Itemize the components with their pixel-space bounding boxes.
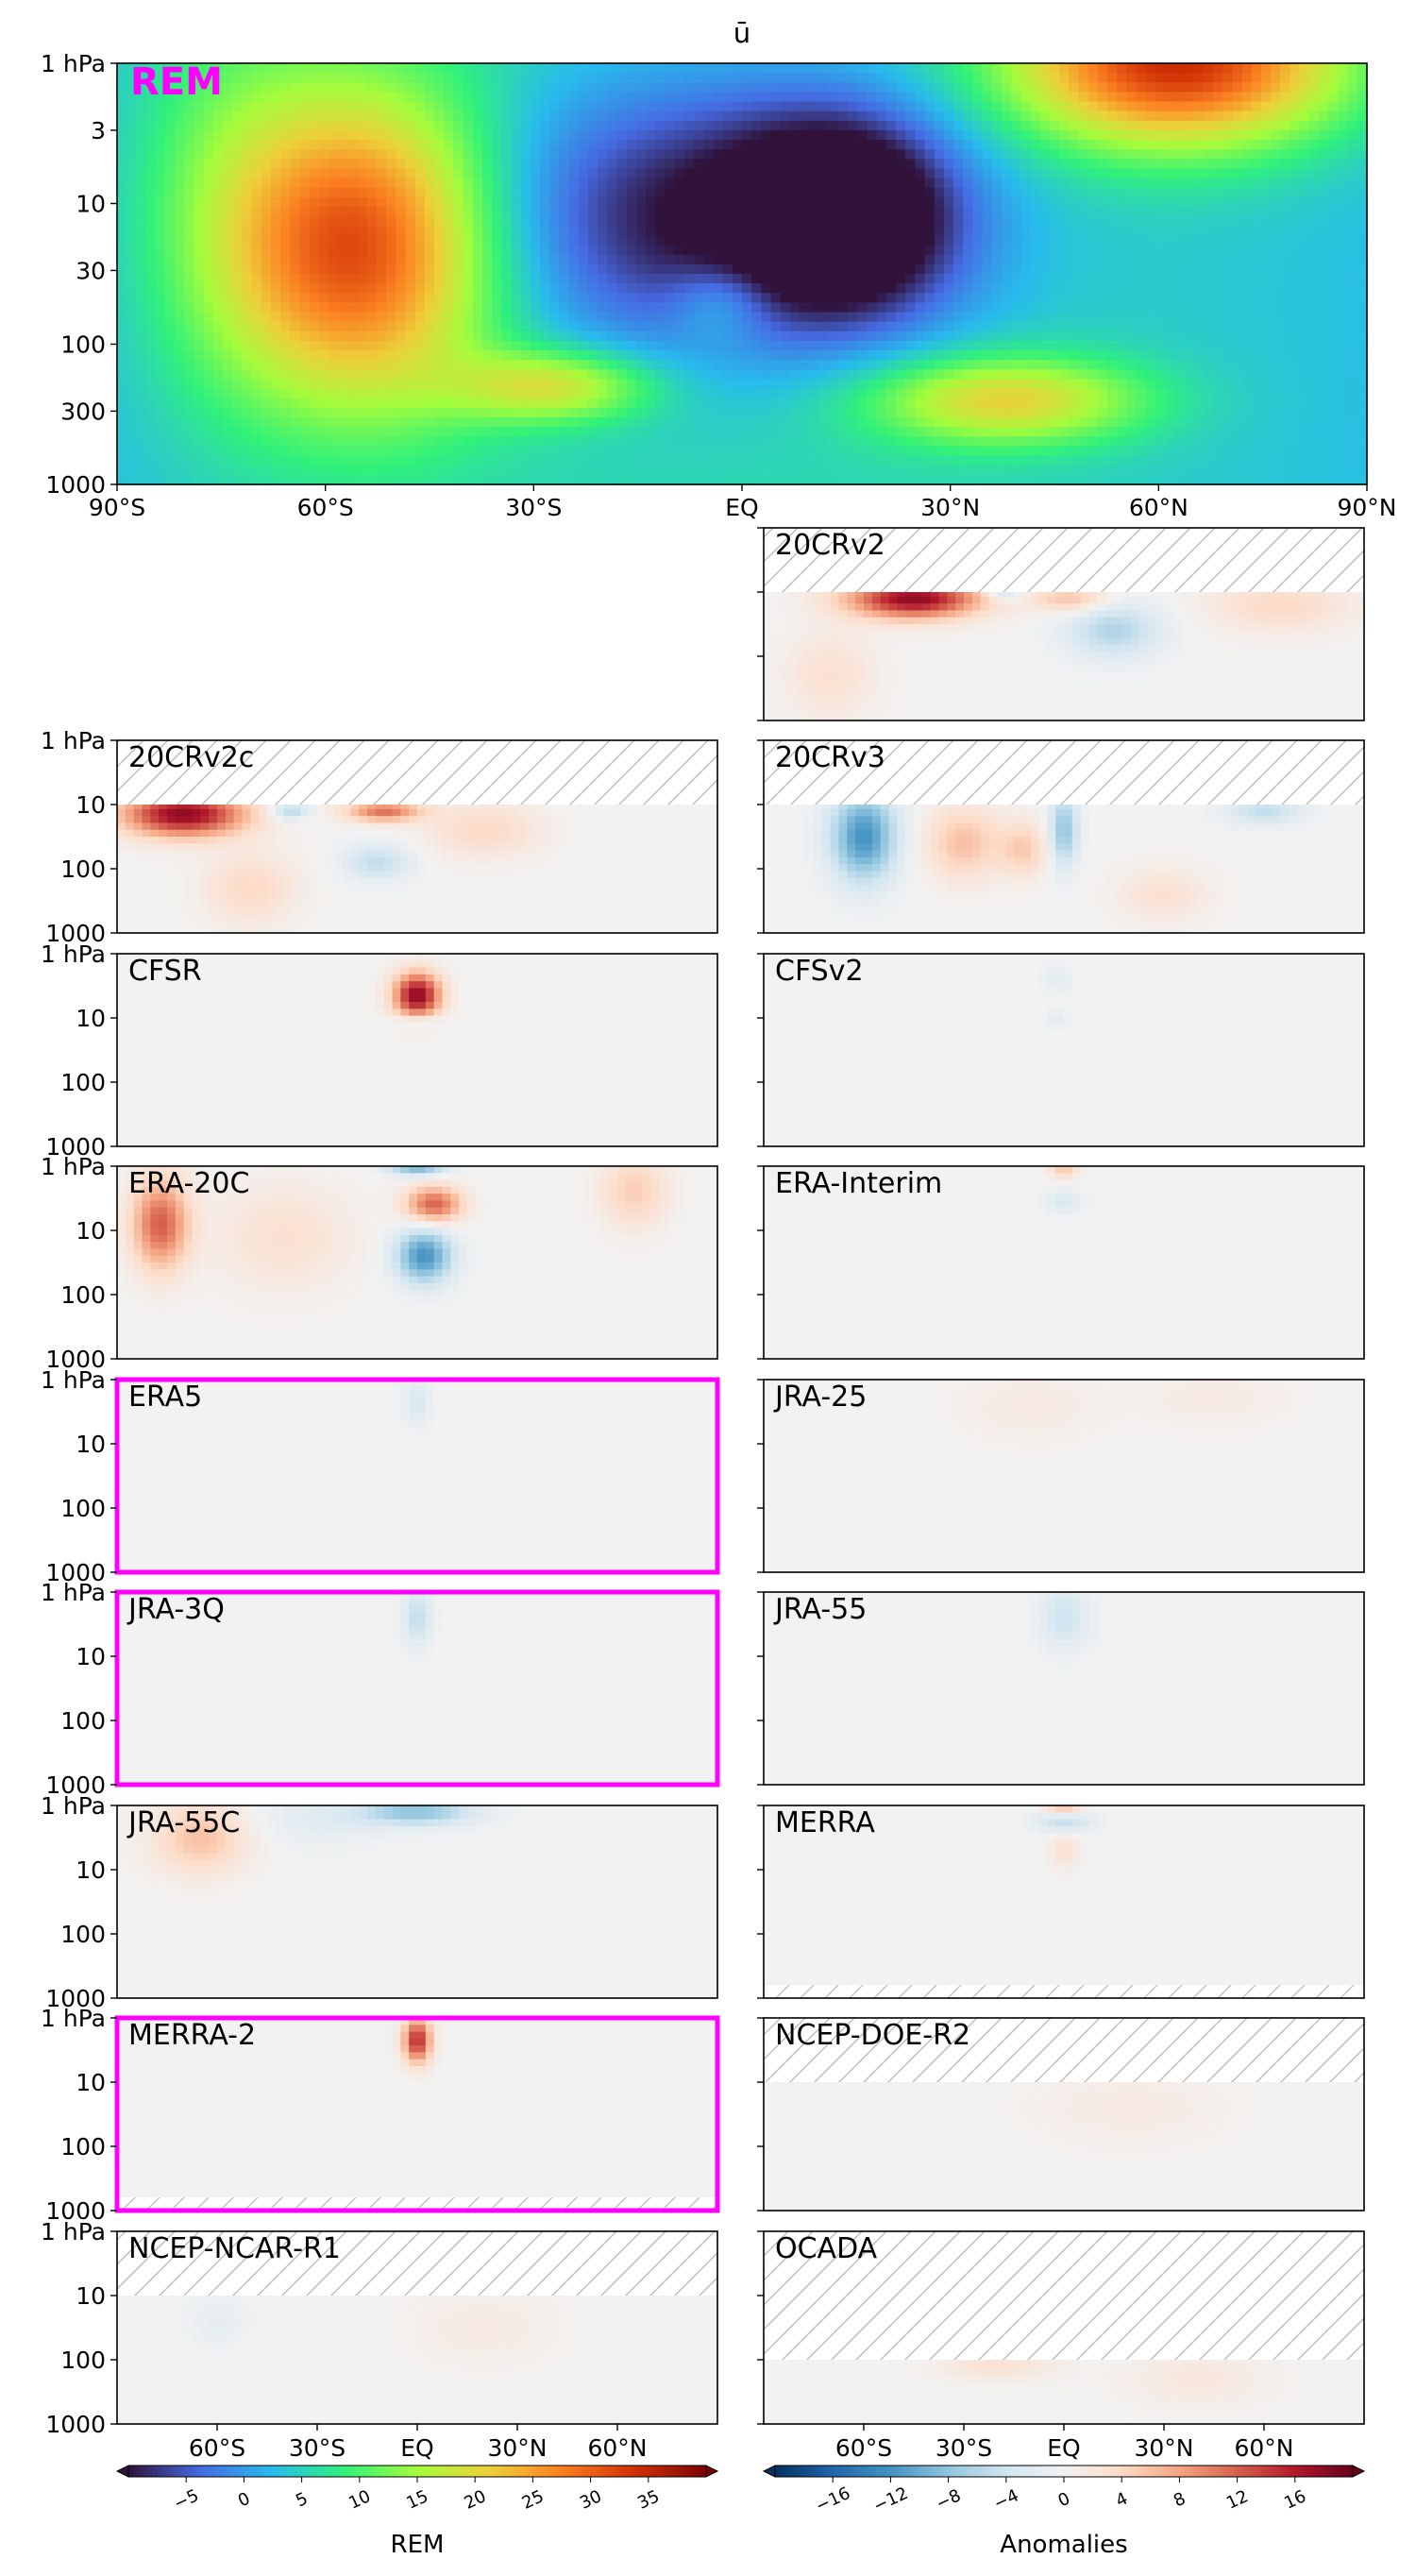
panel-y-tick-label: 1 hPa (41, 1366, 106, 1394)
panel-label-jra-55: JRA-55 (773, 1593, 867, 1626)
colorbar-label-rem: REM (391, 2531, 445, 2559)
panel-y-tick-label: 1 hPa (41, 941, 106, 968)
panel-label-cfsr: CFSR (128, 955, 202, 988)
panel-y-tick-label: 10 (76, 1005, 106, 1032)
panel-y-tick-label: 1 hPa (41, 1792, 106, 1820)
bottom-x-tick-label: 60°S (835, 2434, 892, 2462)
panel-label-20crv2: 20CRv2 (775, 529, 885, 562)
colorbar-label-anomalies: Anomalies (1000, 2531, 1127, 2559)
panel-label-era-interim: ERA-Interim (775, 1167, 942, 1200)
colorbar-tick-label: −5 (171, 2485, 202, 2514)
panel-label-jra-25: JRA-25 (773, 1381, 867, 1414)
panel-label-era5: ERA5 (128, 1381, 202, 1414)
bottom-x-tick-label: 30°N (1134, 2434, 1193, 2462)
colorbar-tick-label: 20 (462, 2486, 490, 2514)
panel-y-tick-label: 1000 (45, 2411, 106, 2438)
rem-panel-label: REM (130, 60, 223, 104)
panel-y-tick-label: 1 hPa (41, 727, 106, 754)
panel-y-tick-label: 10 (76, 2069, 106, 2096)
bottom-x-tick-label: 30°N (487, 2434, 547, 2462)
panel-y-tick-label: 100 (60, 1069, 106, 1096)
panel-label-ocada: OCADA (775, 2232, 878, 2265)
panel-y-tick-label: 100 (60, 2347, 106, 2374)
panel-y-tick-label: 10 (76, 1643, 106, 1670)
panel-label-cfsv2: CFSv2 (775, 955, 864, 988)
panel-y-tick-label: 1 hPa (41, 2005, 106, 2032)
panel-label-merra-2: MERRA-2 (128, 2019, 256, 2052)
bottom-x-tick-label: 60°N (587, 2434, 647, 2462)
rem-x-tick-label: 60°N (1129, 494, 1188, 521)
panel-y-tick-label: 100 (60, 856, 106, 883)
bottom-x-tick-label: 60°S (189, 2434, 245, 2462)
rem-x-tick-label: EQ (725, 494, 758, 521)
panel-y-tick-label: 100 (60, 1921, 106, 1948)
panel-label-jra-55c: JRA-55C (126, 1806, 240, 1839)
panel-y-tick-label: 10 (76, 2282, 106, 2310)
panel-y-tick-label: 1 hPa (41, 1579, 106, 1606)
colorbar-tick-label: −16 (813, 2483, 853, 2517)
colorbar-extend-min (764, 2466, 775, 2477)
rem-x-tick-label: 90°N (1337, 494, 1396, 521)
bottom-x-tick-label: 30°S (289, 2434, 346, 2462)
panel-field-era5 (117, 1380, 718, 1573)
colorbar-tick-label: 16 (1281, 2486, 1309, 2514)
rem-x-tick-label: 90°S (89, 494, 145, 521)
colorbar-tick-label: 25 (519, 2486, 548, 2514)
colorbar-tick-label: −12 (870, 2483, 911, 2517)
colorbar-extend-max (1353, 2466, 1364, 2477)
rem-y-tick-label: 30 (76, 257, 106, 284)
panel-label-20crv2c: 20CRv2c (128, 741, 254, 774)
rem-y-tick-label: 10 (76, 191, 106, 218)
panel-y-tick-label: 100 (60, 1281, 106, 1309)
rem-x-tick-label: 30°S (505, 494, 562, 521)
panel-y-tick-label: 100 (60, 2133, 106, 2161)
colorbar-tick-label: 10 (346, 2486, 374, 2514)
panel-label-20crv3: 20CRv3 (775, 741, 885, 774)
bottom-x-tick-label: 60°N (1234, 2434, 1293, 2462)
panel-y-tick-label: 10 (76, 1217, 106, 1245)
panel-y-tick-label: 10 (76, 1856, 106, 1884)
panel-y-tick-label: 100 (60, 1707, 106, 1735)
bottom-x-tick-label: EQ (1047, 2434, 1080, 2462)
colorbar-tick-label: −8 (933, 2485, 964, 2514)
colorbar-tick-label: 4 (1113, 2489, 1131, 2512)
rem-x-tick-label: 30°N (920, 494, 980, 521)
colorbar-tick-label: 8 (1171, 2489, 1188, 2512)
colorbar-tick-label: 0 (235, 2489, 253, 2512)
panel-field-cfsr (117, 954, 718, 1147)
rem-y-tick-label: 100 (60, 330, 106, 358)
rem-y-tick-label: 1 hPa (41, 50, 106, 77)
rem-y-tick-label: 3 (91, 117, 106, 144)
colorbar-tick-label: −4 (991, 2485, 1022, 2514)
figure-title: ū (733, 17, 750, 49)
colorbar-tick-label: 30 (577, 2486, 605, 2514)
panel-label-merra: MERRA (775, 1806, 875, 1839)
bottom-x-tick-label: EQ (400, 2434, 433, 2462)
rem-field (117, 63, 1368, 485)
colorbar-rem (128, 2466, 707, 2477)
colorbar-tick-label: 35 (634, 2486, 663, 2514)
panel-y-tick-label: 10 (76, 1431, 106, 1458)
colorbar-tick-label: 0 (1055, 2489, 1073, 2512)
colorbar-tick-label: 15 (403, 2486, 431, 2514)
colorbar-anomalies (775, 2466, 1354, 2477)
panel-label-ncep-ncar-r1: NCEP-NCAR-R1 (128, 2232, 341, 2265)
bottom-x-tick-label: 30°S (936, 2434, 992, 2462)
panel-y-tick-label: 10 (76, 791, 106, 819)
rem-y-tick-label: 300 (60, 398, 106, 425)
panel-label-ncep-doe-r2: NCEP-DOE-R2 (775, 2019, 970, 2052)
panel-label-jra-3q: JRA-3Q (126, 1593, 225, 1626)
colorbar-tick-label: 5 (293, 2489, 311, 2512)
colorbar-extend-min (117, 2466, 128, 2477)
panel-y-tick-label: 1 hPa (41, 2218, 106, 2246)
rem-x-tick-label: 60°S (297, 494, 354, 521)
colorbar-extend-max (706, 2466, 717, 2477)
panel-label-era-20c: ERA-20C (128, 1167, 249, 1200)
panel-y-tick-label: 100 (60, 1495, 106, 1522)
hatch-bottom-merra (764, 1985, 1364, 1998)
panel-y-tick-label: 1 hPa (41, 1153, 106, 1180)
colorbar-tick-label: 12 (1223, 2486, 1252, 2514)
